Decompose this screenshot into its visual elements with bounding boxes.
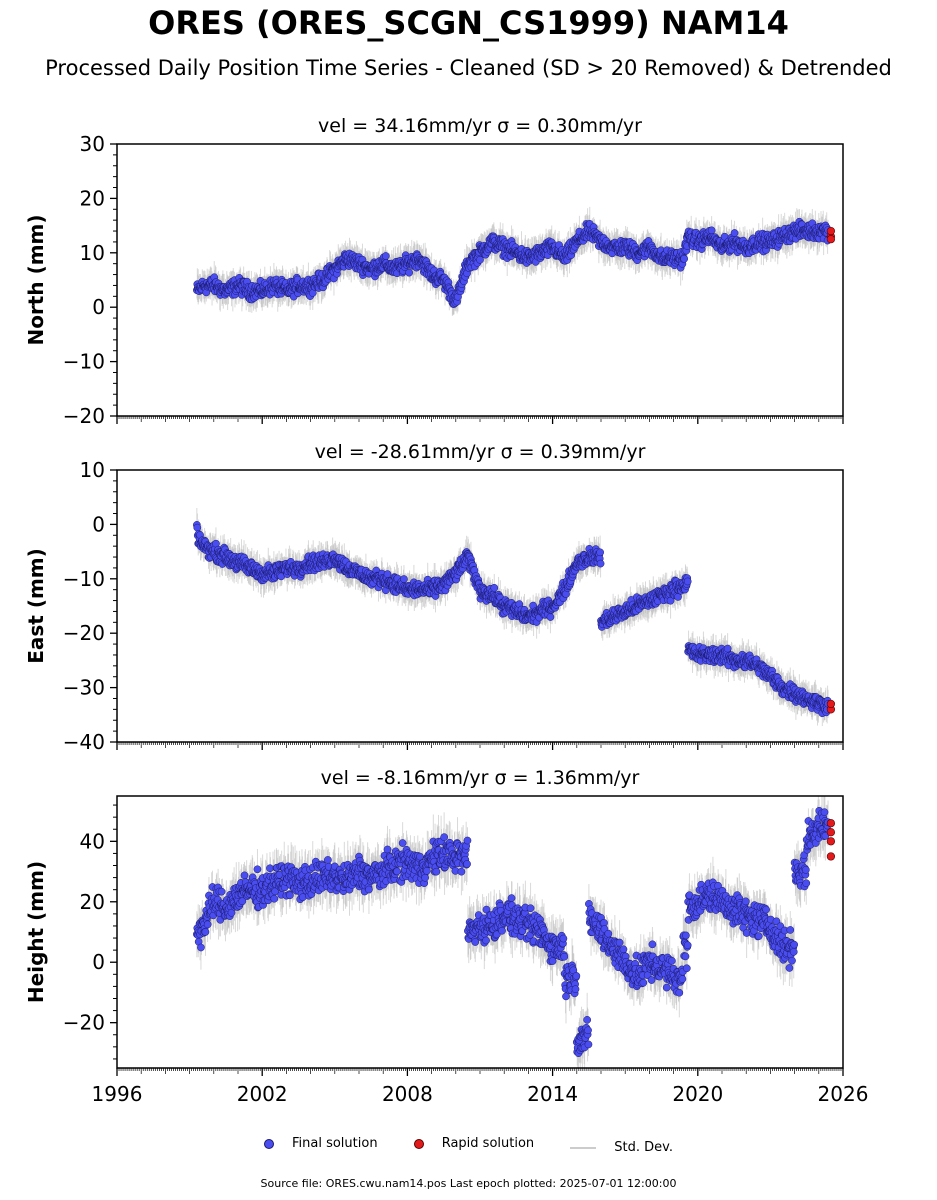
final-solution-point <box>193 523 202 532</box>
final-solution-point <box>476 255 484 264</box>
y-tick-label: 20 <box>80 186 105 210</box>
chart-title: ORES (ORES_SCGN_CS1999) NAM14 <box>148 4 789 42</box>
final-solution-point <box>707 226 716 235</box>
panel-title: vel = 34.16mm/yr σ = 0.30mm/yr <box>318 115 642 137</box>
final-solution-point <box>405 268 413 277</box>
rapid-solution-point <box>826 235 836 244</box>
final-solution-point <box>680 254 689 263</box>
y-axis-label: North (mm) <box>24 214 48 345</box>
plot-area <box>193 508 836 727</box>
y-tick-label: 10 <box>80 241 105 265</box>
y-tick-label: 0 <box>92 295 105 319</box>
chart-subtitle: Processed Daily Position Time Series - C… <box>45 56 892 80</box>
final-solution-point <box>730 229 739 237</box>
panel-title: vel = -28.61mm/yr σ = 0.39mm/yr <box>315 441 646 463</box>
final-solution-point <box>381 252 390 260</box>
plot-area <box>193 206 836 316</box>
rapid-solution-point <box>826 226 836 236</box>
y-tick-label: −20 <box>63 404 105 428</box>
y-tick-label: 30 <box>80 132 105 156</box>
y-axis-label: East (mm) <box>24 548 48 664</box>
y-tick-label: −10 <box>63 350 105 374</box>
